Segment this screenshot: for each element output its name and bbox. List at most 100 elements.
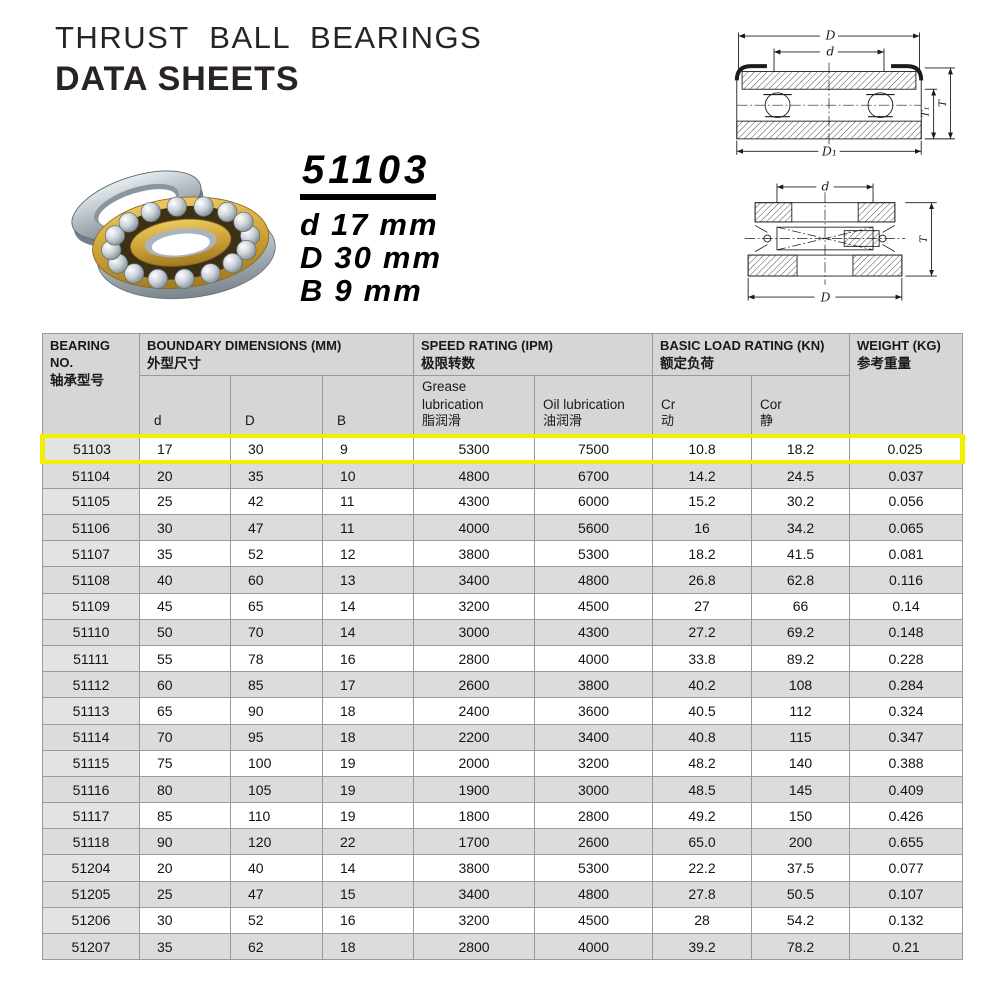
data-cell: 0.065 — [849, 514, 964, 542]
data-cell: 30 — [139, 906, 231, 935]
data-cell: 2000 — [413, 749, 536, 777]
table-row: 51115 75 100 19 2000 3200 48.2 140 0.388 — [42, 749, 964, 777]
bearing-no-cell: 51117 — [42, 802, 140, 830]
spec-dim-D: D 30 mm — [300, 240, 443, 275]
table-row: 51105 25 42 11 4300 6000 15.2 30.2 0.056 — [42, 487, 964, 516]
data-cell: 18.2 — [652, 540, 753, 568]
title-line-1: THRUST BALL BEARINGS — [55, 20, 483, 55]
bearing-data-table: BEARING NO. 轴承型号 BOUNDARY DIMENSIONS (MM… — [40, 332, 966, 961]
data-cell: 54.2 — [751, 906, 851, 935]
col-header-weight: WEIGHT (KG) 参考重量 — [849, 332, 964, 437]
data-cell: 22.2 — [652, 854, 753, 882]
data-cell: 90 — [139, 828, 231, 856]
data-cell: 60 — [139, 671, 231, 699]
bearing-no-cell: 51106 — [42, 514, 140, 542]
bearing-no-cell: 51113 — [42, 697, 140, 725]
data-cell: 3400 — [534, 723, 654, 751]
table-row: 51112 60 85 17 2600 3800 40.2 108 0.284 — [42, 671, 964, 699]
data-cell: 35 — [230, 461, 323, 489]
bearing-no-cell: 51111 — [42, 644, 140, 673]
data-cell: 17 — [139, 433, 231, 465]
data-cell: 13 — [321, 566, 415, 594]
data-cell: 65 — [230, 592, 323, 620]
bearing-no-cell: 51110 — [42, 618, 140, 646]
data-cell: 5300 — [534, 854, 654, 882]
table-row: 51118 90 120 22 1700 2600 65.0 200 0.655 — [42, 828, 964, 856]
data-cell: 30 — [230, 433, 323, 465]
data-cell: 19 — [321, 749, 415, 777]
data-cell: 0.655 — [849, 828, 964, 856]
data-cell: 0.132 — [849, 906, 964, 935]
data-cell: 27.8 — [652, 880, 753, 908]
bearing-no-cell: 51114 — [42, 723, 140, 751]
data-cell: 40.8 — [652, 723, 753, 751]
data-cell: 30 — [139, 514, 231, 542]
data-cell: 1900 — [413, 775, 536, 804]
data-cell: 0.284 — [849, 671, 964, 699]
data-cell: 62 — [230, 933, 323, 961]
data-cell: 9 — [321, 433, 415, 465]
data-cell: 26.8 — [652, 566, 753, 594]
col-header-oil-lubrication: Oil lubrication 油润滑 — [534, 374, 654, 437]
table-row: 51106 30 47 11 4000 5600 16 34.2 0.065 — [42, 514, 964, 542]
data-cell: 0.081 — [849, 540, 964, 568]
data-cell: 0.228 — [849, 644, 964, 673]
dim-label-T: T — [936, 99, 949, 107]
data-cell: 145 — [751, 775, 851, 804]
data-cell: 3800 — [413, 854, 536, 882]
table-row: 51113 65 90 18 2400 3600 40.5 112 0.324 — [42, 697, 964, 725]
col-header-boundary-dimensions: BOUNDARY DIMENSIONS (MM) 外型尺寸 — [138, 333, 415, 376]
data-cell: 2600 — [534, 828, 654, 856]
data-cell: 3600 — [534, 697, 654, 725]
title-line-2: DATA SHEETS — [55, 60, 300, 98]
data-cell: 11 — [321, 487, 415, 516]
data-cell: 18 — [321, 933, 415, 961]
data-cell: 4500 — [534, 906, 654, 935]
data-cell: 70 — [139, 723, 231, 751]
data-cell: 0.107 — [849, 880, 964, 908]
dim-label-D1: D₁ — [821, 144, 837, 159]
data-cell: 47 — [230, 880, 323, 908]
table-row: 51107 35 52 12 3800 5300 18.2 41.5 0.081 — [42, 540, 964, 568]
data-cell: 25 — [139, 880, 231, 908]
data-cell: 37.5 — [751, 854, 851, 882]
col-header-d: d — [139, 374, 231, 437]
table-row: 51111 55 78 16 2800 4000 33.8 89.2 0.228 — [42, 644, 964, 673]
data-cell: 0.21 — [849, 933, 964, 961]
data-cell: 95 — [230, 723, 323, 751]
dim-label-d: d — [826, 44, 834, 59]
data-cell: 60 — [230, 566, 323, 594]
table-row: 51206 30 52 16 3200 4500 28 54.2 0.132 — [42, 906, 964, 935]
data-cell: 12 — [321, 540, 415, 568]
data-cell: 22 — [321, 828, 415, 856]
col-header-B: B — [321, 374, 415, 437]
data-cell: 20 — [139, 854, 231, 882]
data-cell: 3400 — [413, 566, 536, 594]
data-cell: 33.8 — [652, 644, 753, 673]
bearing-no-cell: 51105 — [42, 487, 140, 516]
bearing-no-cell: 51109 — [42, 592, 140, 620]
data-cell: 140 — [751, 749, 851, 777]
dim-label-D2: D — [820, 290, 831, 304]
data-cell: 0.388 — [849, 749, 964, 777]
data-cell: 100 — [230, 749, 323, 777]
data-cell: 65 — [139, 697, 231, 725]
bearing-no-cell: 51107 — [42, 540, 140, 568]
data-cell: 25 — [139, 487, 231, 516]
bearing-no-cell: 51207 — [42, 933, 140, 961]
data-cell: 120 — [230, 828, 323, 856]
data-cell: 3800 — [413, 540, 536, 568]
data-cell: 4000 — [534, 933, 654, 961]
data-cell: 0.14 — [849, 592, 964, 620]
data-cell: 3400 — [413, 880, 536, 908]
data-cell: 39.2 — [652, 933, 753, 961]
data-cell: 18.2 — [751, 433, 851, 465]
data-cell: 49.2 — [652, 802, 753, 830]
data-cell: 5600 — [534, 514, 654, 542]
data-cell: 28 — [652, 906, 753, 935]
table-row: 51207 35 62 18 2800 4000 39.2 78.2 0.21 — [42, 933, 964, 961]
data-cell: 18 — [321, 723, 415, 751]
col-header-speed-rating: SPEED RATING (IPM) 极限转数 — [413, 333, 654, 376]
data-cell: 2800 — [413, 933, 536, 961]
data-cell: 30.2 — [751, 487, 851, 516]
